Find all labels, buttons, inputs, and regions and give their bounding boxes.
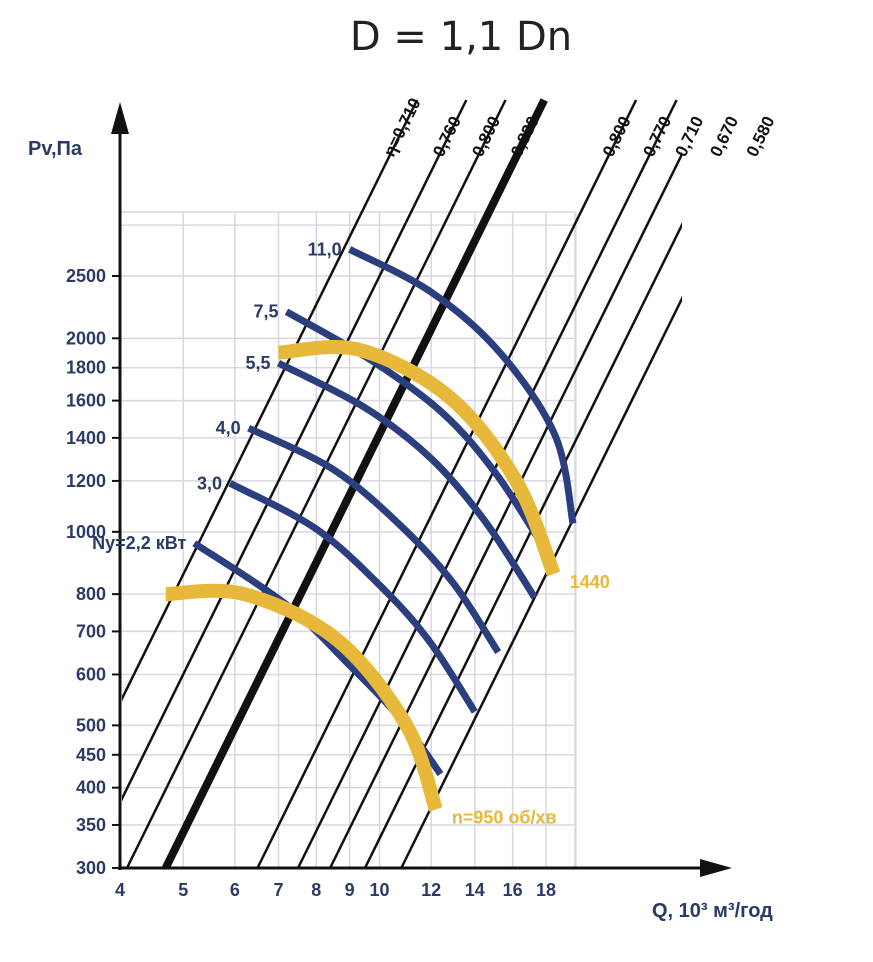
y-tick-label: 300 xyxy=(76,858,106,878)
efficiency-line xyxy=(125,99,507,869)
efficiency-label: 0,580 xyxy=(743,113,779,160)
efficiency-label: η=0,710 xyxy=(380,95,425,160)
y-tick-label: 700 xyxy=(76,621,106,641)
power-curve-label: 11,0 xyxy=(308,239,342,259)
x-tick-label: 7 xyxy=(273,880,283,900)
efficiency-label: 0,770 xyxy=(639,113,675,160)
power-curve-label: 3,0 xyxy=(197,473,222,493)
speed-curve-label: 1440 xyxy=(570,572,610,592)
x-axis-title: Q, 10³ м³/год xyxy=(652,900,773,922)
x-tick-label: 10 xyxy=(370,880,390,900)
chart-title: D = 1,1 Dn xyxy=(350,14,572,60)
efficiency-line xyxy=(122,99,468,802)
power-curve-label: 4,0 xyxy=(216,418,241,438)
y-axis-arrow-icon xyxy=(111,102,129,134)
efficiency-line xyxy=(363,222,682,869)
x-tick-label: 5 xyxy=(178,880,188,900)
x-tick-label: 12 xyxy=(421,880,441,900)
power-curve xyxy=(247,424,502,655)
power-curve-label: Ny=2,2 кВт xyxy=(92,533,186,553)
y-axis-title: Pv,Па xyxy=(28,138,83,160)
efficiency-line xyxy=(296,99,678,869)
x-tick-label: 4 xyxy=(115,880,125,900)
y-tick-label: 1000 xyxy=(66,522,106,542)
x-tick-label: 18 xyxy=(536,880,556,900)
speed-curve xyxy=(277,339,561,577)
x-tick-label: 6 xyxy=(230,880,240,900)
efficiency-line xyxy=(256,99,638,869)
x-tick-label: 16 xyxy=(503,880,523,900)
power-curve-label: 5,5 xyxy=(245,353,270,373)
grid xyxy=(120,211,577,868)
y-tick-label: 350 xyxy=(76,815,106,835)
y-tick-label: 500 xyxy=(76,715,106,735)
efficiency-lines xyxy=(122,98,682,870)
efficiency-line xyxy=(400,295,682,869)
speed-curve-label: n=950 об/хв xyxy=(452,807,557,827)
x-axis-arrow-icon xyxy=(700,859,732,877)
y-tick-label: 1800 xyxy=(66,358,106,378)
performance-curves xyxy=(165,246,577,812)
y-tick-label: 2500 xyxy=(66,266,106,286)
x-tick-label: 9 xyxy=(345,880,355,900)
efficiency-line xyxy=(122,99,419,702)
speed-curve xyxy=(165,583,443,812)
efficiency-label: 0,830 xyxy=(507,113,543,160)
efficiency-label: 0,670 xyxy=(706,113,742,160)
x-tick-label: 14 xyxy=(465,880,485,900)
power-curve xyxy=(348,246,577,525)
tick-labels: 4 5 6 7 8 9 10 12 14 16 18 300 350 400 450 500 600 700 800… xyxy=(66,266,556,900)
efficiency-label: 0,760 xyxy=(429,113,465,160)
curve-labels: Ny=2,2 кВт 3,0 4,0 5,5 7,5 11,0 n=950 об/хв 144… xyxy=(92,239,610,827)
y-tick-label: 1200 xyxy=(66,471,106,491)
y-tick-label: 400 xyxy=(76,778,106,798)
power-curve-label: 7,5 xyxy=(253,302,278,322)
x-tick-label: 8 xyxy=(311,880,321,900)
y-tick-label: 450 xyxy=(76,745,106,765)
power-curve xyxy=(276,359,538,600)
efficiency-label: 0,710 xyxy=(671,113,707,160)
y-tick-label: 2000 xyxy=(66,328,106,348)
efficiency-label: 0,800 xyxy=(599,113,635,160)
y-tick-label: 1400 xyxy=(66,428,106,448)
power-curve xyxy=(228,480,478,714)
axes xyxy=(111,102,732,877)
y-tick-label: 600 xyxy=(76,664,106,684)
y-tick-label: 800 xyxy=(76,584,106,604)
y-tick-label: 1600 xyxy=(66,391,106,411)
efficiency-label: 0,800 xyxy=(468,113,504,160)
